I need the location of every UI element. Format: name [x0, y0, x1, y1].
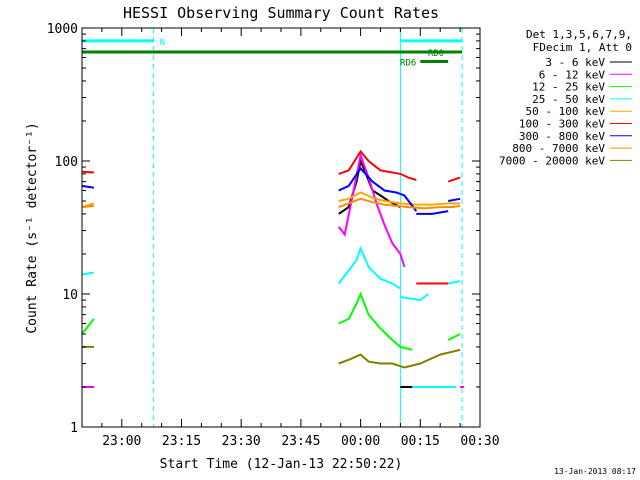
series-line [447, 333, 461, 341]
series-line [81, 170, 94, 174]
y-tick-label: 1000 [47, 22, 78, 37]
axes: 1 10 100 1000 23:00 23:15 23:30 23:45 00:00 00:15… [47, 22, 500, 449]
plot-frame [81, 27, 481, 428]
series-line [337, 151, 406, 268]
x-tick-label: 23:15 [162, 434, 201, 449]
x-tick-label: 23:45 [281, 434, 320, 449]
y-axis-label: Count Rate (s⁻¹ detector⁻¹) [25, 122, 40, 333]
series-line [448, 197, 461, 202]
series-line [81, 271, 95, 276]
flag-label: RD0 [428, 49, 444, 59]
series-line [338, 291, 413, 351]
series-line [447, 176, 461, 183]
timestamp: 13-Jan-2013 08:17 [554, 467, 636, 476]
flag-label: N [160, 38, 165, 48]
x-tick-label: 23:00 [102, 434, 141, 449]
x-tick-label: 00:00 [341, 434, 380, 449]
x-tick-label: 00:30 [460, 434, 499, 449]
legend-header-line: FDecim 1, Att 0 [533, 41, 632, 54]
legend-entry-label: 3 - 6 keV [545, 56, 605, 69]
y-tick-label: 1 [70, 421, 78, 436]
series-line [338, 149, 417, 181]
legend-entry-label: 12 - 25 keV [532, 81, 605, 94]
series-line [338, 197, 461, 210]
legend: Det 1,3,5,6,7,9,FDecim 1, Att 0 3 - 6 keV… [499, 28, 632, 167]
series-layer: N RD0 RD6 [81, 38, 465, 388]
series-line [81, 318, 95, 335]
legend-entry-label: 25 - 50 keV [532, 93, 605, 106]
chart-title: HESSI Observing Summary Count Rates [123, 4, 439, 22]
series-line [338, 166, 418, 212]
x-tick-label: 23:30 [222, 434, 261, 449]
series-line [338, 348, 461, 369]
y-tick-label: 100 [55, 155, 78, 170]
flag-label: RD6 [400, 58, 416, 68]
series-line [400, 293, 429, 302]
series-line [338, 191, 461, 206]
series-line [448, 280, 461, 285]
series-line [81, 184, 95, 189]
legend-entry-label: 300 - 800 keV [519, 130, 605, 143]
legend-entry-label: 100 - 300 keV [519, 118, 605, 131]
legend-entry-label: 800 - 7000 keV [512, 142, 605, 155]
legend-entry-label: 7000 - 20000 keV [499, 154, 605, 167]
legend-entry-label: 6 - 12 keV [539, 68, 606, 81]
series-line [337, 245, 401, 290]
x-tick-label: 00:15 [401, 434, 440, 449]
legend-header-line: Det 1,3,5,6,7,9, [526, 28, 632, 41]
y-tick-label: 10 [62, 288, 78, 303]
series-line [81, 204, 95, 209]
x-axis-label: Start Time (12-Jan-13 22:50:22) [160, 457, 403, 472]
series-line [416, 210, 449, 215]
legend-entry-label: 50 - 100 keV [526, 105, 606, 118]
